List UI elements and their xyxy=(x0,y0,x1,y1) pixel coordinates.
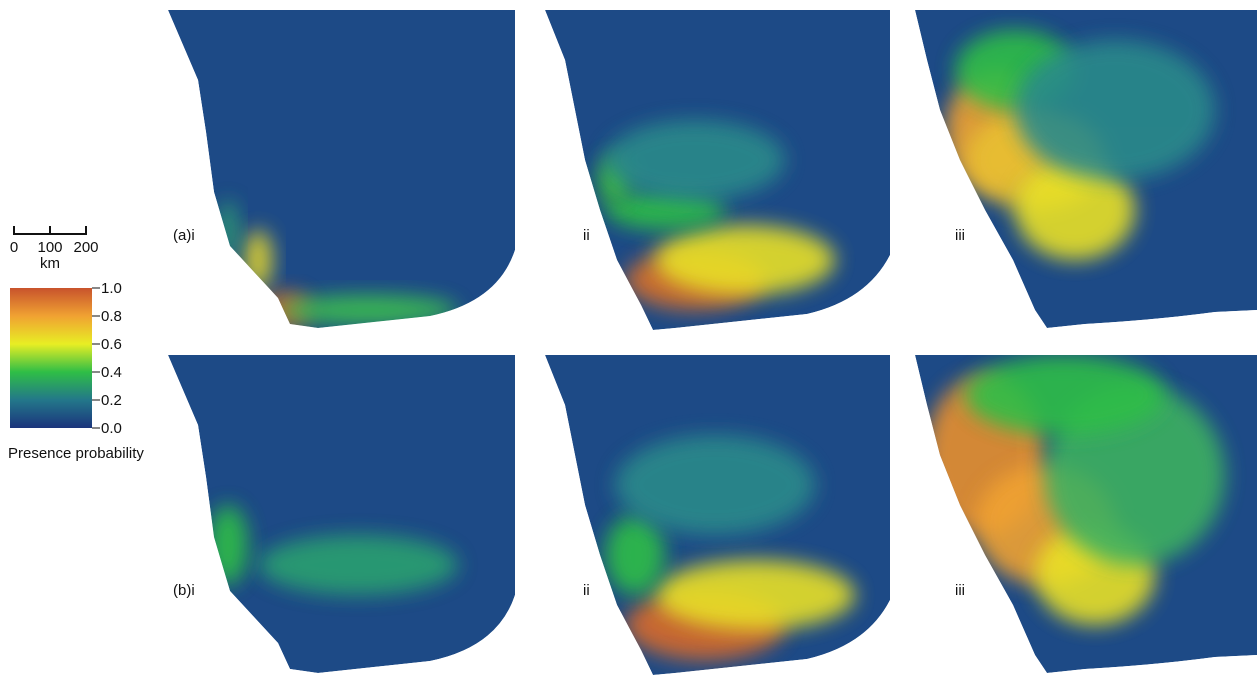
legend-title: Presence probability xyxy=(8,445,144,462)
panel-label: (b)i xyxy=(173,582,195,599)
scale-bar: 0 100 200 km xyxy=(10,226,99,272)
map-region xyxy=(208,505,248,585)
map-panel xyxy=(915,10,1257,328)
map-region xyxy=(615,435,815,535)
map-region xyxy=(605,120,785,200)
panel-label: iii xyxy=(955,582,965,599)
colorbar-tick-label: 0.0 xyxy=(101,420,122,437)
panel-label: (a)i xyxy=(173,227,195,244)
scale-unit: km xyxy=(40,255,60,272)
map-panel xyxy=(545,10,890,330)
map-base xyxy=(168,10,515,328)
map-region xyxy=(655,225,835,295)
colorbar-tick-label: 0.4 xyxy=(101,364,122,381)
figure: 0 100 200 km Presence probability 0.0 0.2… xyxy=(0,0,1257,675)
map-panel xyxy=(915,355,1257,673)
map-region xyxy=(965,355,1165,435)
map-region xyxy=(244,230,272,290)
colorbar-tick-label: 0.8 xyxy=(101,308,122,325)
scale-label: 100 xyxy=(37,239,62,256)
map-region xyxy=(218,200,238,260)
panel-label: ii xyxy=(583,582,590,599)
map-region xyxy=(278,295,458,325)
colorbar-tick-label: 0.2 xyxy=(101,392,122,409)
map-region xyxy=(258,535,458,595)
map-panel xyxy=(545,355,890,675)
map-region xyxy=(655,560,855,630)
map-region xyxy=(605,515,665,595)
scale-label: 0 xyxy=(10,239,18,256)
panel-label: iii xyxy=(955,227,965,244)
map-panel xyxy=(168,355,515,673)
map-panel xyxy=(168,10,515,328)
map-region xyxy=(1015,40,1215,180)
colorbar-tick-label: 1.0 xyxy=(101,280,122,297)
colorbar xyxy=(10,288,92,428)
panel-label: ii xyxy=(583,227,590,244)
colorbar-tick-label: 0.6 xyxy=(101,336,122,353)
scale-label: 200 xyxy=(73,239,98,256)
